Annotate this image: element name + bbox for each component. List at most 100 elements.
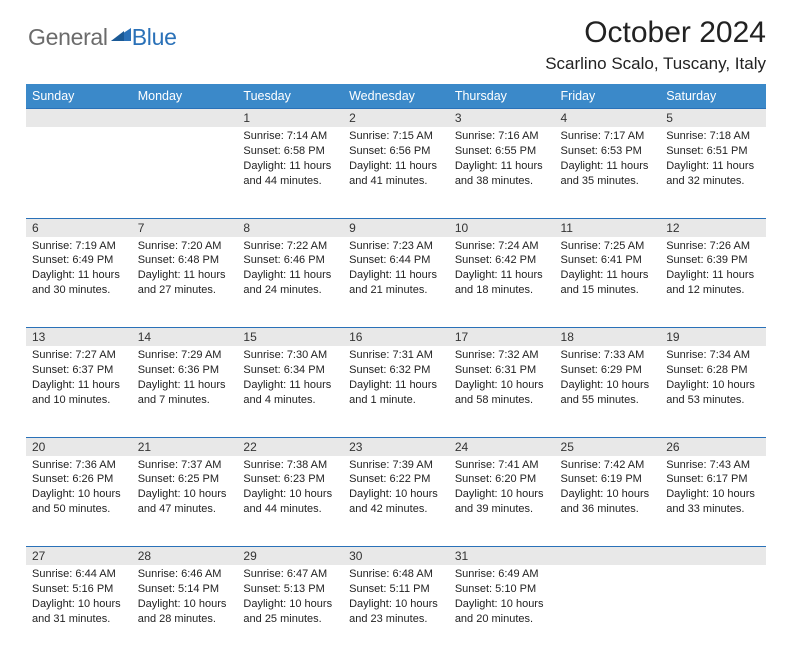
- sunset-line: Sunset: 5:14 PM: [138, 582, 232, 597]
- sunrise-line: Sunrise: 6:46 AM: [138, 567, 232, 582]
- day-cell-num: 25: [555, 437, 661, 456]
- day-body: Sunrise: 7:27 AMSunset: 6:37 PMDaylight:…: [26, 346, 132, 413]
- daylight-line: Daylight: 10 hours and 44 minutes.: [243, 487, 337, 517]
- location: Scarlino Scalo, Tuscany, Italy: [26, 54, 766, 74]
- day-cell-body: Sunrise: 7:18 AMSunset: 6:51 PMDaylight:…: [660, 127, 766, 218]
- sunset-line: Sunset: 5:10 PM: [455, 582, 549, 597]
- sunset-line: Sunset: 6:46 PM: [243, 253, 337, 268]
- day-number: 11: [555, 219, 661, 237]
- daylight-line: Daylight: 11 hours and 35 minutes.: [561, 159, 655, 189]
- sunset-line: Sunset: 6:23 PM: [243, 472, 337, 487]
- week-daynum-row: 13141516171819: [26, 328, 766, 347]
- sunset-line: Sunset: 6:25 PM: [138, 472, 232, 487]
- day-cell-body: Sunrise: 7:34 AMSunset: 6:28 PMDaylight:…: [660, 346, 766, 437]
- sunrise-line: Sunrise: 7:25 AM: [561, 239, 655, 254]
- day-body: Sunrise: 7:41 AMSunset: 6:20 PMDaylight:…: [449, 456, 555, 523]
- day-number: 13: [26, 328, 132, 346]
- sunrise-line: Sunrise: 6:48 AM: [349, 567, 443, 582]
- day-number: 1: [237, 109, 343, 127]
- day-cell-body: .: [26, 127, 132, 218]
- week-body-row: Sunrise: 6:44 AMSunset: 5:16 PMDaylight:…: [26, 565, 766, 656]
- day-cell-num: .: [555, 547, 661, 566]
- sunset-line: Sunset: 5:16 PM: [32, 582, 126, 597]
- sunrise-line: Sunrise: 7:18 AM: [666, 129, 760, 144]
- sunrise-line: Sunrise: 7:26 AM: [666, 239, 760, 254]
- daylight-line: Daylight: 10 hours and 36 minutes.: [561, 487, 655, 517]
- day-number: 29: [237, 547, 343, 565]
- day-cell-body: Sunrise: 7:25 AMSunset: 6:41 PMDaylight:…: [555, 237, 661, 328]
- day-body: Sunrise: 7:16 AMSunset: 6:55 PMDaylight:…: [449, 127, 555, 194]
- day-header: Sunday: [26, 84, 132, 109]
- day-cell-num: 2: [343, 109, 449, 128]
- daylight-line: Daylight: 10 hours and 53 minutes.: [666, 378, 760, 408]
- daylight-line: Daylight: 10 hours and 58 minutes.: [455, 378, 549, 408]
- logo: General Blue: [28, 24, 177, 51]
- day-cell-num: 12: [660, 218, 766, 237]
- daylight-line: Daylight: 11 hours and 27 minutes.: [138, 268, 232, 298]
- sunrise-line: Sunrise: 7:29 AM: [138, 348, 232, 363]
- day-number: 30: [343, 547, 449, 565]
- sunset-line: Sunset: 6:58 PM: [243, 144, 337, 159]
- day-cell-num: 11: [555, 218, 661, 237]
- daylight-line: Daylight: 11 hours and 44 minutes.: [243, 159, 337, 189]
- day-number: 6: [26, 219, 132, 237]
- day-body: Sunrise: 7:31 AMSunset: 6:32 PMDaylight:…: [343, 346, 449, 413]
- daylight-line: Daylight: 11 hours and 32 minutes.: [666, 159, 760, 189]
- day-cell-num: 13: [26, 328, 132, 347]
- day-number: 21: [132, 438, 238, 456]
- day-cell-num: 1: [237, 109, 343, 128]
- sunrise-line: Sunrise: 7:27 AM: [32, 348, 126, 363]
- sunrise-line: Sunrise: 7:17 AM: [561, 129, 655, 144]
- daylight-line: Daylight: 10 hours and 42 minutes.: [349, 487, 443, 517]
- day-number: 16: [343, 328, 449, 346]
- daylight-line: Daylight: 11 hours and 18 minutes.: [455, 268, 549, 298]
- day-cell-num: .: [132, 109, 238, 128]
- sunrise-line: Sunrise: 7:23 AM: [349, 239, 443, 254]
- day-cell-num: 9: [343, 218, 449, 237]
- day-body: Sunrise: 7:14 AMSunset: 6:58 PMDaylight:…: [237, 127, 343, 194]
- day-cell-body: Sunrise: 7:20 AMSunset: 6:48 PMDaylight:…: [132, 237, 238, 328]
- day-body: Sunrise: 7:17 AMSunset: 6:53 PMDaylight:…: [555, 127, 661, 194]
- week-body-row: ..Sunrise: 7:14 AMSunset: 6:58 PMDayligh…: [26, 127, 766, 218]
- sunrise-line: Sunrise: 7:30 AM: [243, 348, 337, 363]
- day-cell-body: Sunrise: 7:26 AMSunset: 6:39 PMDaylight:…: [660, 237, 766, 328]
- sunset-line: Sunset: 6:32 PM: [349, 363, 443, 378]
- day-number: 4: [555, 109, 661, 127]
- daylight-line: Daylight: 11 hours and 4 minutes.: [243, 378, 337, 408]
- daylight-line: Daylight: 11 hours and 30 minutes.: [32, 268, 126, 298]
- day-cell-num: 14: [132, 328, 238, 347]
- sunset-line: Sunset: 6:56 PM: [349, 144, 443, 159]
- day-number: 12: [660, 219, 766, 237]
- day-body: .: [26, 127, 132, 150]
- day-cell-num: 8: [237, 218, 343, 237]
- daylight-line: Daylight: 11 hours and 24 minutes.: [243, 268, 337, 298]
- day-cell-num: 15: [237, 328, 343, 347]
- day-header: Wednesday: [343, 84, 449, 109]
- day-header: Saturday: [660, 84, 766, 109]
- daylight-line: Daylight: 10 hours and 39 minutes.: [455, 487, 549, 517]
- day-body: Sunrise: 7:20 AMSunset: 6:48 PMDaylight:…: [132, 237, 238, 304]
- day-cell-body: .: [555, 565, 661, 656]
- day-body: .: [132, 127, 238, 150]
- day-number: 18: [555, 328, 661, 346]
- day-cell-body: .: [660, 565, 766, 656]
- sunset-line: Sunset: 6:49 PM: [32, 253, 126, 268]
- sunset-line: Sunset: 6:29 PM: [561, 363, 655, 378]
- day-cell-body: Sunrise: 7:30 AMSunset: 6:34 PMDaylight:…: [237, 346, 343, 437]
- day-body: Sunrise: 6:47 AMSunset: 5:13 PMDaylight:…: [237, 565, 343, 632]
- week-daynum-row: 20212223242526: [26, 437, 766, 456]
- day-number: 2: [343, 109, 449, 127]
- sunset-line: Sunset: 6:51 PM: [666, 144, 760, 159]
- day-number: 31: [449, 547, 555, 565]
- sunset-line: Sunset: 6:41 PM: [561, 253, 655, 268]
- day-cell-num: 24: [449, 437, 555, 456]
- day-body: Sunrise: 7:38 AMSunset: 6:23 PMDaylight:…: [237, 456, 343, 523]
- sunrise-line: Sunrise: 7:37 AM: [138, 458, 232, 473]
- day-cell-body: Sunrise: 7:41 AMSunset: 6:20 PMDaylight:…: [449, 456, 555, 547]
- day-cell-body: Sunrise: 7:23 AMSunset: 6:44 PMDaylight:…: [343, 237, 449, 328]
- sunset-line: Sunset: 6:22 PM: [349, 472, 443, 487]
- day-cell-body: Sunrise: 7:29 AMSunset: 6:36 PMDaylight:…: [132, 346, 238, 437]
- day-number: 22: [237, 438, 343, 456]
- sunset-line: Sunset: 6:17 PM: [666, 472, 760, 487]
- sunrise-line: Sunrise: 7:42 AM: [561, 458, 655, 473]
